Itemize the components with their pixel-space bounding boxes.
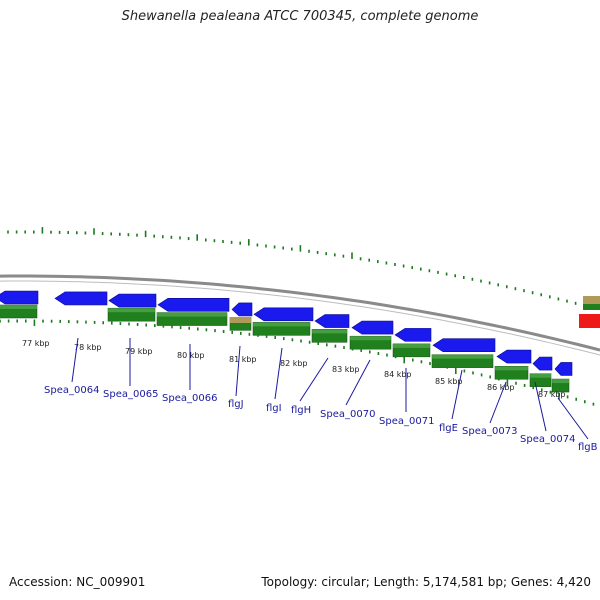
reverse-gene-highlight (108, 308, 155, 313)
forward-gene-2 (54, 291, 108, 306)
gene-leader-line (235, 345, 241, 397)
forward-gene-6 (253, 307, 314, 322)
gene-leader-line (534, 381, 547, 432)
forward-gene-4 (157, 297, 230, 312)
gene-leader-line (274, 347, 283, 400)
inner-tick-ring (0, 319, 595, 406)
forward-gene-3 (108, 293, 157, 308)
rna-feature (579, 314, 600, 328)
outer-tick-ring (7, 227, 594, 310)
gene-leader-line (489, 381, 507, 424)
reverse-gene-highlight (312, 329, 347, 334)
reverse-gene-highlight (157, 312, 227, 317)
misc-feature (583, 296, 600, 304)
gene-label: Spea_0064 (44, 385, 99, 396)
gene-labels: Spea_0064 Spea_0065 Spea_0066 flgJ flgI flgH S… (44, 337, 598, 453)
kbp-label: 83 kbp (332, 365, 360, 374)
forward-gene-10 (432, 338, 496, 353)
genome-backbone (0, 274, 600, 356)
gene-label: flgH (291, 405, 311, 416)
accession-text: Accession: NC_009901 (9, 575, 146, 589)
gene-leader-line (71, 337, 79, 383)
forward-gene-11 (496, 349, 532, 364)
reverse-strand-features (0, 304, 570, 393)
gene-label: Spea_0074 (520, 434, 575, 445)
gene-leader-line (345, 359, 371, 406)
trna-feature (230, 317, 251, 323)
forward-gene-12 (532, 356, 553, 371)
gene-label: flgB (578, 442, 598, 453)
gene-label: flgE (439, 423, 458, 434)
forward-gene-8 (351, 320, 394, 335)
gene-label: Spea_0071 (379, 416, 434, 427)
forward-gene-9 (394, 328, 432, 342)
forward-gene-5 (231, 302, 253, 317)
gene-leader-line (451, 369, 463, 420)
forward-gene-7 (314, 314, 350, 328)
kbp-label: 84 kbp (384, 370, 412, 379)
reverse-gene-highlight (495, 366, 528, 371)
kbp-label: 78 kbp (74, 343, 102, 352)
reverse-gene-highlight (552, 379, 569, 384)
kbp-labels: 77 kbp 78 kbp 79 kbp 80 kbp 81 kbp 82 kbp 83 k… (22, 339, 566, 399)
reverse-gene-highlight (253, 322, 310, 327)
gene-label: Spea_0066 (162, 393, 217, 404)
forward-gene-13 (554, 362, 573, 376)
gene-label: flgJ (228, 399, 244, 410)
reverse-gene-highlight (0, 305, 37, 310)
kbp-label: 80 kbp (177, 351, 205, 360)
forward-strand-features (0, 290, 600, 376)
gene-label: Spea_0073 (462, 426, 517, 437)
kbp-label: 82 kbp (280, 359, 308, 368)
kbp-label: 79 kbp (125, 347, 153, 356)
kbp-label: 87 kbp (538, 390, 566, 399)
gene-leader-line (299, 357, 329, 402)
kbp-label: 77 kbp (22, 339, 50, 348)
genome-title: Shewanella pealeana ATCC 700345, complet… (121, 9, 479, 24)
kbp-label: 86 kbp (487, 383, 515, 392)
backbone-shadow (0, 280, 600, 356)
reverse-gene-highlight (393, 343, 430, 348)
kbp-label: 85 kbp (435, 377, 463, 386)
reverse-edge-feature (583, 304, 600, 310)
reverse-gene-highlight (432, 354, 493, 359)
genome-stats-text: Topology: circular; Length: 5,174,581 bp… (261, 575, 591, 589)
gene-label: Spea_0070 (320, 409, 375, 420)
gene-leader-line (557, 397, 589, 440)
reverse-gene-highlight (350, 336, 391, 341)
gene-label: flgI (266, 403, 282, 414)
forward-gene-1 (0, 290, 39, 305)
backbone-line (0, 274, 600, 352)
gene-label: Spea_0065 (103, 389, 158, 400)
kbp-label: 81 kbp (229, 355, 257, 364)
reverse-gene-highlight (530, 373, 551, 378)
